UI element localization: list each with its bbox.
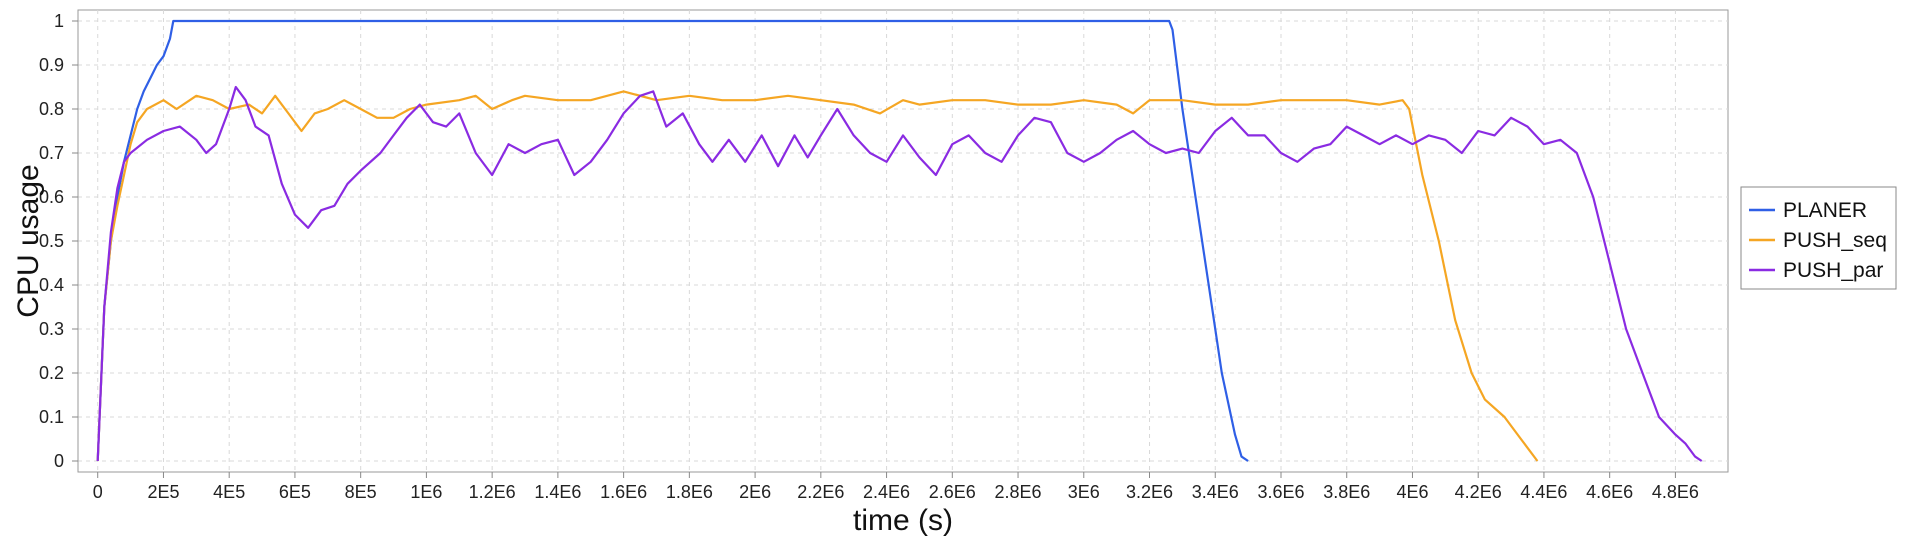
y-tick-label: 0 — [54, 451, 64, 471]
series-line-push-par — [96, 85, 1703, 462]
x-tick-label: 3.4E6 — [1192, 482, 1239, 502]
y-tick-label: 0.7 — [39, 143, 64, 163]
legend-box — [1740, 186, 1897, 290]
legend-label: PUSH_par — [1783, 259, 1883, 282]
legend-label: PUSH_seq — [1783, 229, 1887, 252]
x-tick-label: 6E5 — [279, 482, 311, 502]
x-tick-label: 4.4E6 — [1520, 482, 1567, 502]
y-tick-label: 0.8 — [39, 99, 64, 119]
legend-label: PLANER — [1783, 199, 1867, 222]
y-tick-label: 1 — [54, 11, 64, 31]
x-tick-label: 2E5 — [147, 482, 179, 502]
x-tick-label: 4E6 — [1396, 482, 1428, 502]
x-tick-label: 2E6 — [739, 482, 771, 502]
y-tick-label: 0.9 — [39, 55, 64, 75]
x-tick-label: 0 — [93, 482, 103, 502]
x-tick-label: 1E6 — [410, 482, 442, 502]
x-tick-label: 3.2E6 — [1126, 482, 1173, 502]
x-tick-label: 1.6E6 — [600, 482, 647, 502]
y-axis-title: CPU usage — [12, 164, 45, 317]
x-tick-label: 1.4E6 — [534, 482, 581, 502]
x-tick-label: 3.8E6 — [1323, 482, 1370, 502]
x-tick-labels: 0 2E5 4E5 6E5 8E5 1E6 1.2E6 1.4E6 1.6E6 1.8E6 2E6 2… — [93, 482, 1699, 502]
x-tick-label: 4.6E6 — [1586, 482, 1633, 502]
y-tick-label: 0.3 — [39, 319, 64, 339]
series-lines — [96, 19, 1703, 462]
y-tick-labels: 0 0.1 0.2 0.3 0.4 0.5 0.6 0.7 0.8 0.9 1 — [39, 11, 64, 471]
x-axis-title: time (s) — [853, 504, 953, 537]
x-tick-label: 2.4E6 — [863, 482, 910, 502]
grid-lines — [78, 10, 1728, 472]
x-tick-label: 1.8E6 — [666, 482, 713, 502]
x-tick-label: 4E5 — [213, 482, 245, 502]
y-tick-label: 0.6 — [39, 187, 64, 207]
x-tick-label: 3E6 — [1068, 482, 1100, 502]
axes — [72, 10, 1728, 478]
y-tick-label: 0.1 — [39, 407, 64, 427]
series-line-planer — [96, 19, 1249, 462]
y-tick-label: 0.2 — [39, 363, 64, 383]
x-tick-label: 4.2E6 — [1455, 482, 1502, 502]
x-tick-label: 1.2E6 — [469, 482, 516, 502]
y-tick-label: 0.4 — [39, 275, 64, 295]
x-tick-label: 2.6E6 — [929, 482, 976, 502]
x-tick-label: 8E5 — [345, 482, 377, 502]
x-tick-label: 3.6E6 — [1257, 482, 1304, 502]
y-tick-label: 0.5 — [39, 231, 64, 251]
x-tick-label: 4.8E6 — [1652, 482, 1699, 502]
x-tick-label: 2.8E6 — [995, 482, 1042, 502]
legend: PLANER PUSH_seq PUSH_par — [1740, 186, 1897, 290]
x-tick-label: 2.2E6 — [797, 482, 844, 502]
